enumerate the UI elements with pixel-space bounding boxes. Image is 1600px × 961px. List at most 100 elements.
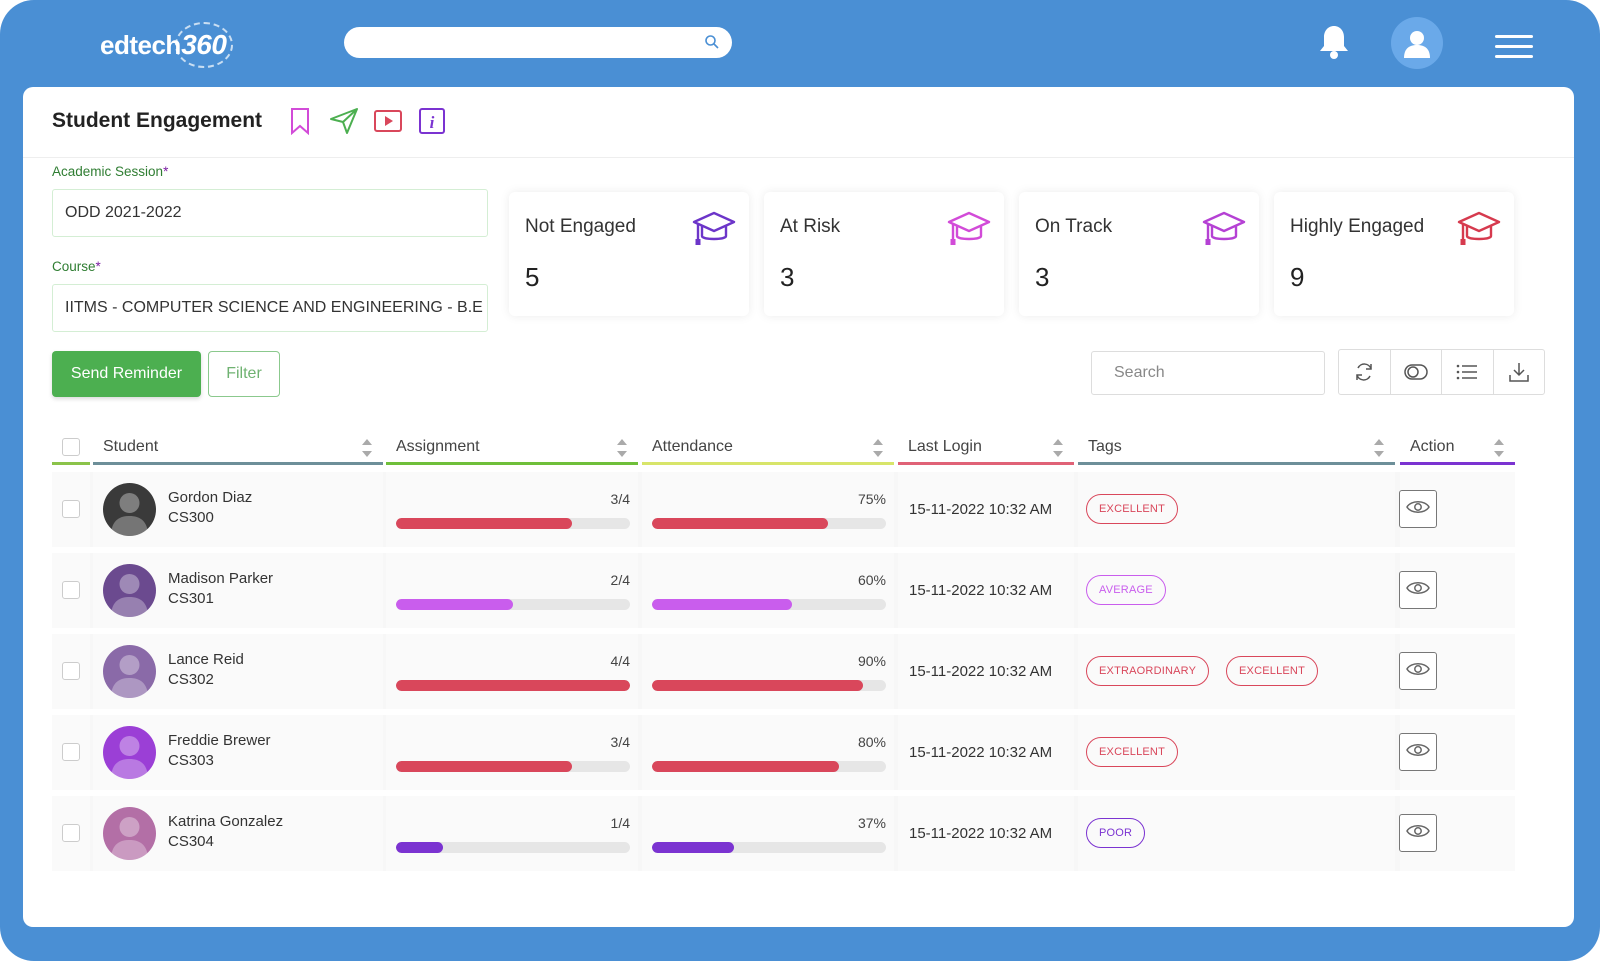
stat-card[interactable]: At Risk 3 (764, 192, 1004, 316)
assignment-progress-bar (396, 518, 630, 529)
status-badge: EXCELLENT (1086, 494, 1178, 524)
main-panel: Student Engagement i Academic Session* O… (23, 87, 1574, 927)
eye-icon (1406, 580, 1430, 601)
bookmark-icon[interactable] (284, 105, 316, 137)
table-row[interactable]: Gordon Diaz CS300 3/4 75% 15-11-2022 10:32 A… (52, 472, 1515, 547)
student-id: CS304 (168, 833, 214, 850)
table-row[interactable]: Freddie Brewer CS303 3/4 80% 15-11-2022 10:3… (52, 715, 1515, 790)
status-badge: EXTRAORDINARY (1086, 656, 1210, 686)
refresh-icon[interactable] (1339, 350, 1391, 394)
logo-text: edtech (100, 29, 181, 60)
sort-icon[interactable] (872, 437, 884, 464)
table-toolbar (1338, 349, 1545, 395)
student-avatar (103, 807, 156, 860)
student-id: CS303 (168, 752, 214, 769)
view-button[interactable] (1399, 814, 1437, 852)
hamburger-menu-icon[interactable] (1495, 35, 1533, 61)
assignment-progress-bar (396, 599, 630, 610)
table-row[interactable]: Madison Parker CS301 2/4 60% 15-11-2022 10:3… (52, 553, 1515, 628)
sort-icon[interactable] (1052, 437, 1064, 464)
view-button[interactable] (1399, 571, 1437, 609)
student-name[interactable]: Katrina Gonzalez (168, 813, 284, 830)
select-all-checkbox[interactable] (62, 438, 80, 456)
global-search-input[interactable] (344, 27, 732, 58)
student-id: CS300 (168, 509, 214, 526)
filter-button[interactable]: Filter (208, 351, 280, 397)
assignment-value: 3/4 (610, 734, 630, 750)
attendance-value: 75% (857, 491, 886, 507)
stat-value: 3 (1035, 262, 1050, 292)
column-tags[interactable]: Tags (1078, 429, 1395, 465)
stat-card[interactable]: Not Engaged 5 (509, 192, 749, 316)
table-row[interactable]: Lance Reid CS302 4/4 90% 15-11-2022 10:32 AM… (52, 634, 1515, 709)
logo[interactable]: edtech 360 (100, 22, 233, 68)
status-badge: EXCELLENT (1086, 737, 1178, 767)
list-icon[interactable] (1442, 350, 1494, 394)
last-login-time: 15-11-2022 10:32 AM (909, 663, 1053, 680)
graduation-cap-icon (946, 210, 992, 253)
assignment-value: 1/4 (610, 815, 630, 831)
send-icon[interactable] (328, 105, 360, 137)
academic-session-select[interactable]: ODD 2021-2022 (52, 189, 488, 237)
status-badge: AVERAGE (1086, 575, 1166, 605)
search-icon[interactable] (704, 34, 720, 55)
table-row[interactable]: Katrina Gonzalez CS304 1/4 37% 15-11-2022 10… (52, 796, 1515, 871)
send-reminder-button[interactable]: Send Reminder (52, 351, 201, 397)
header-divider (23, 157, 1574, 158)
page-title: Student Engagement (52, 109, 263, 132)
eye-icon (1406, 499, 1430, 520)
assignment-progress-bar (396, 761, 630, 772)
graduation-cap-icon (691, 210, 737, 253)
assignment-value: 2/4 (610, 572, 630, 588)
eye-icon (1406, 823, 1430, 844)
view-button[interactable] (1399, 652, 1437, 690)
sort-icon[interactable] (361, 437, 373, 464)
student-id: CS302 (168, 671, 214, 688)
toggle-icon[interactable] (1391, 350, 1442, 394)
info-icon[interactable]: i (416, 105, 448, 137)
column-attendance[interactable]: Attendance (642, 429, 894, 465)
course-select[interactable]: IITMS - COMPUTER SCIENCE AND ENGINEERING… (52, 284, 488, 332)
stat-value: 5 (525, 262, 540, 292)
column-student[interactable]: Student (93, 429, 383, 465)
sort-icon[interactable] (1493, 437, 1505, 464)
student-id: CS301 (168, 590, 214, 607)
column-assignment[interactable]: Assignment (386, 429, 638, 465)
column-action[interactable]: Action (1400, 429, 1515, 465)
attendance-value: 90% (857, 653, 886, 669)
sort-icon[interactable] (616, 437, 628, 464)
column-last-login[interactable]: Last Login (898, 429, 1074, 465)
student-name[interactable]: Gordon Diaz (168, 489, 253, 506)
download-icon[interactable] (1494, 350, 1545, 394)
student-avatar (103, 645, 156, 698)
table-header: Student Assignment Attendance Last Login (52, 429, 1515, 465)
view-button[interactable] (1399, 490, 1437, 528)
row-checkbox[interactable] (62, 662, 80, 680)
academic-session-label: Academic Session* (52, 164, 169, 179)
student-name[interactable]: Freddie Brewer (168, 732, 271, 749)
row-checkbox[interactable] (62, 743, 80, 761)
view-button[interactable] (1399, 733, 1437, 771)
row-checkbox[interactable] (62, 581, 80, 599)
svg-text:i: i (430, 113, 435, 132)
student-name[interactable]: Madison Parker (168, 570, 274, 587)
notification-bell-icon[interactable] (1318, 24, 1350, 65)
status-badge: EXCELLENT (1226, 656, 1318, 686)
assignment-progress-bar (396, 680, 630, 691)
attendance-progress-bar (652, 599, 886, 610)
sort-icon[interactable] (1373, 437, 1385, 464)
attendance-value: 80% (857, 734, 886, 750)
select-all-column (52, 429, 90, 465)
video-icon[interactable] (372, 105, 404, 137)
student-name[interactable]: Lance Reid (168, 651, 244, 668)
row-checkbox[interactable] (62, 824, 80, 842)
top-bar: edtech 360 (0, 0, 1600, 80)
table-search-input[interactable]: Search (1091, 351, 1325, 395)
stat-card[interactable]: On Track 3 (1019, 192, 1259, 316)
stat-card[interactable]: Highly Engaged 9 (1274, 192, 1514, 316)
row-checkbox[interactable] (62, 500, 80, 518)
logo-badge: 360 (174, 22, 233, 68)
last-login-time: 15-11-2022 10:32 AM (909, 582, 1053, 599)
user-avatar[interactable] (1391, 17, 1443, 69)
